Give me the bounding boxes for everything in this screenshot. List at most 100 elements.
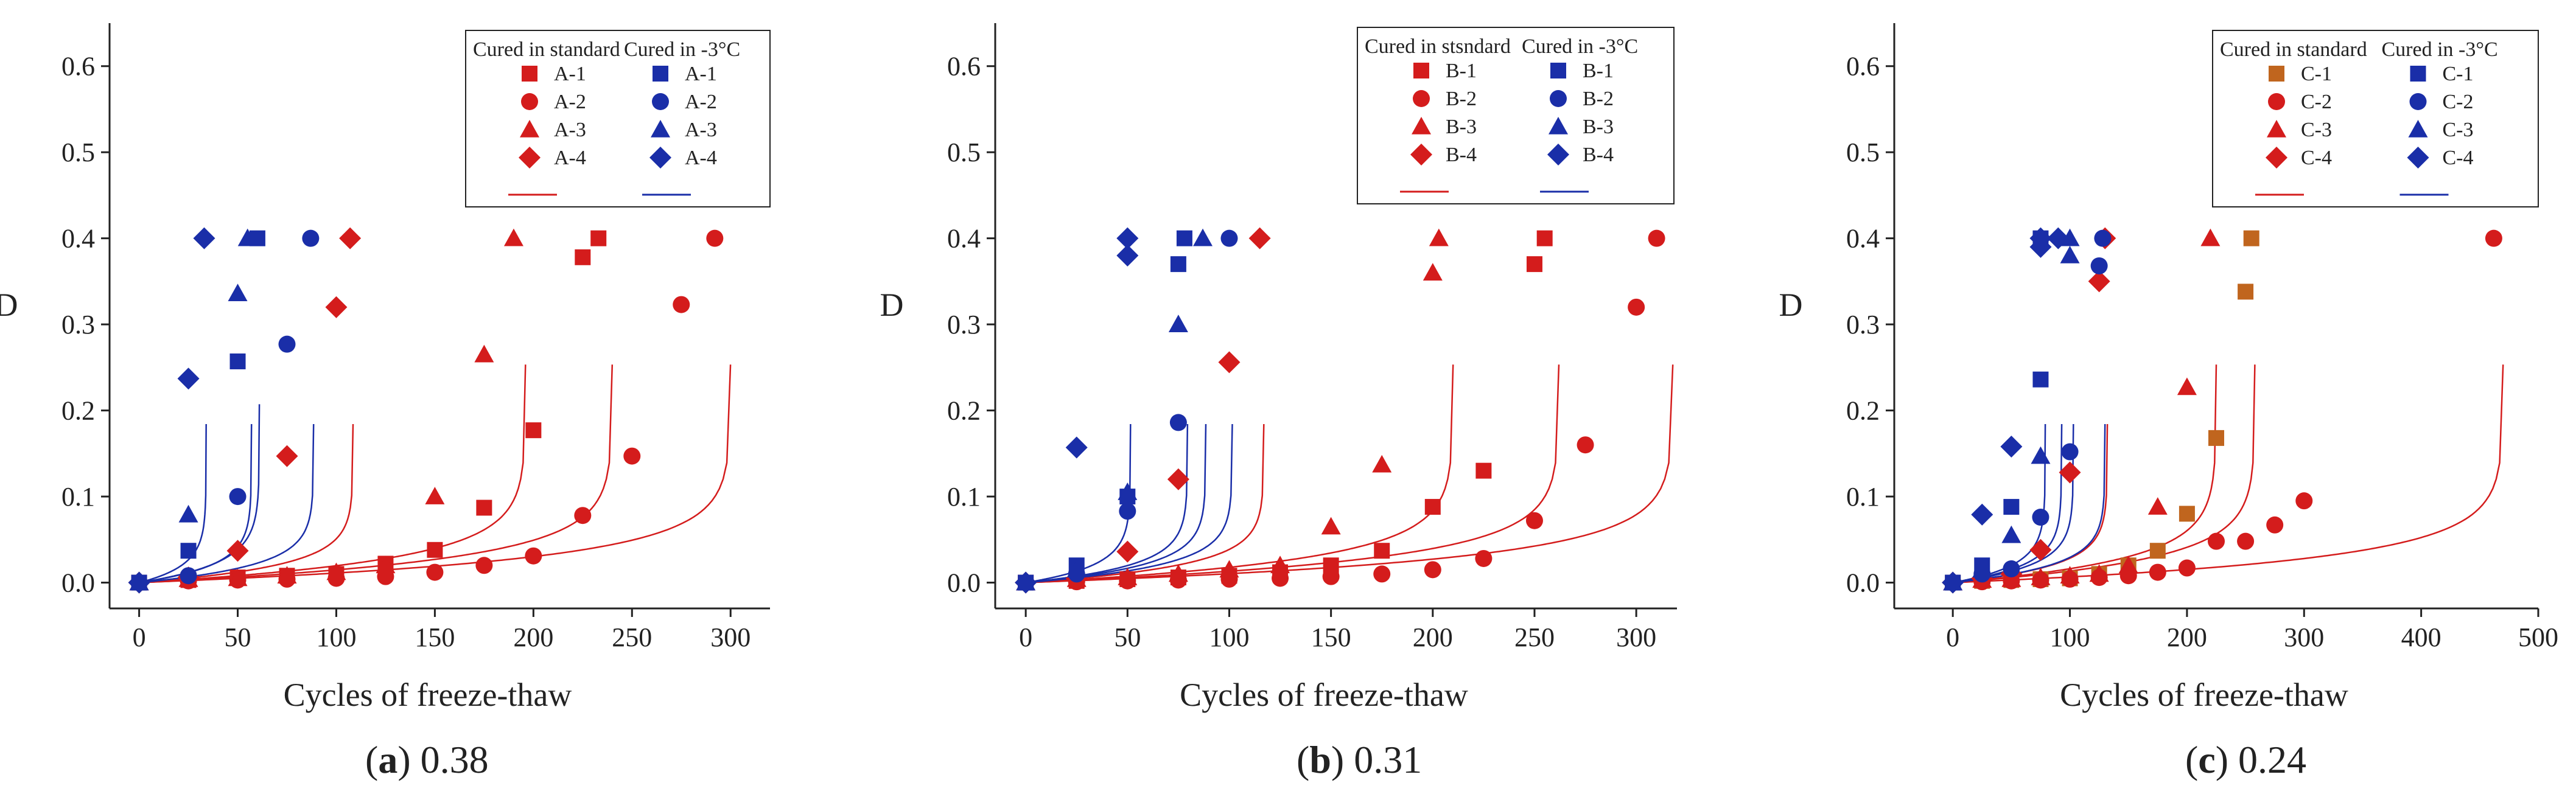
data-point-standard-C-2 — [2485, 229, 2502, 247]
data-point-standard-B-2 — [1424, 561, 1441, 579]
legend-label-standard: C-3 — [2301, 119, 2332, 141]
fit-curve-standard-A-1 — [139, 364, 614, 583]
legend-marker-cold — [2409, 93, 2427, 110]
data-point-cold-C-2 — [2061, 443, 2079, 461]
legend-label-standard: A-2 — [554, 91, 586, 113]
panel-caption: (a) 0.38 — [365, 738, 489, 781]
data-point-standard-A-2 — [475, 557, 493, 574]
legend-marker-standard — [2269, 66, 2284, 82]
data-point-cold-A-3 — [228, 284, 248, 302]
data-point-cold-B-4 — [1116, 244, 1139, 266]
legend-marker-cold — [1547, 144, 1569, 165]
x-tick-label: 300 — [1616, 622, 1656, 652]
data-point-standard-C-2 — [2266, 516, 2284, 534]
data-point-standard-B-4 — [1167, 468, 1189, 490]
legend-label-cold: B-3 — [1583, 116, 1614, 138]
data-point-cold-B-3 — [1066, 560, 1087, 578]
data-point-standard-C-3 — [2060, 566, 2080, 584]
legend-marker-cold — [653, 66, 668, 82]
y-tick-label: 0.4 — [1846, 224, 1880, 254]
legend-label-cold: C-3 — [2443, 119, 2474, 141]
data-point-standard-B-3 — [1270, 556, 1290, 574]
fit-curve-standard-B-4 — [1026, 423, 1265, 583]
data-point-standard-A-2 — [574, 507, 592, 524]
data-point-standard-C-3 — [2177, 377, 2197, 395]
x-tick-label: 0 — [1019, 622, 1032, 652]
data-point-standard-B-2 — [1475, 549, 1493, 567]
legend-header-standard: Cured in stsndard — [1365, 35, 1511, 58]
data-point-cold-C-2 — [2094, 229, 2112, 247]
data-point-cold-C-3 — [2060, 245, 2080, 263]
data-point-cold-A-4 — [128, 571, 150, 594]
data-point-cold-A-4 — [193, 227, 215, 249]
data-point-standard-A-1 — [525, 422, 542, 439]
data-point-standard-C-3 — [2118, 556, 2138, 574]
data-point-standard-A-1 — [575, 249, 591, 265]
data-point-standard-B-2 — [1525, 512, 1543, 529]
data-point-standard-C-1 — [2243, 230, 2259, 246]
data-point-standard-B-3 — [1321, 517, 1341, 535]
data-point-standard-A-3 — [228, 568, 248, 587]
y-tick-label: 0.1 — [61, 482, 95, 512]
data-point-standard-B-1 — [1526, 256, 1542, 273]
legend-marker-cold — [652, 93, 669, 110]
data-point-standard-C-2 — [2208, 532, 2225, 550]
data-point-standard-B-2 — [1322, 568, 1340, 585]
data-point-cold-B-1 — [1170, 256, 1186, 273]
y-tick-label: 0.3 — [947, 310, 981, 340]
data-point-standard-B-3 — [1118, 568, 1138, 585]
data-point-standard-A-2 — [623, 447, 641, 465]
data-point-standard-C-1 — [2149, 543, 2166, 559]
data-point-standard-A-2 — [706, 229, 724, 247]
data-point-cold-B-3 — [1118, 482, 1138, 500]
data-point-standard-B-1 — [1475, 462, 1492, 479]
legend: Cured in stsndard Cured in -3°CB-1 B-1B-2 B… — [1357, 27, 1675, 204]
legend-label-standard: B-1 — [1446, 60, 1477, 82]
data-point-standard-A-1 — [427, 542, 443, 558]
data-point-cold-A-2 — [180, 567, 197, 585]
data-point-standard-A-3 — [474, 344, 494, 363]
data-point-cold-C-4 — [2029, 227, 2052, 249]
legend-label-standard: A-4 — [554, 147, 586, 169]
data-point-standard-B-4 — [1218, 351, 1241, 374]
legend-header-standard: Cured in standard — [473, 38, 620, 61]
data-point-cold-A-4 — [177, 367, 200, 390]
legend-box — [2212, 30, 2539, 207]
data-point-standard-A-3 — [277, 566, 297, 584]
x-axis-label: Cycles of freeze-thaw — [2060, 677, 2348, 713]
legend-marker-standard — [2267, 120, 2286, 138]
data-point-cold-B-3 — [1193, 228, 1213, 246]
x-tick-label: 500 — [2518, 622, 2558, 652]
data-point-cold-A-1 — [180, 543, 197, 559]
data-point-cold-C-4 — [1971, 503, 1993, 526]
x-tick-label: 100 — [2050, 622, 2090, 652]
data-point-cold-B-2 — [1169, 414, 1187, 431]
legend-marker-standard — [2266, 147, 2287, 169]
x-tick-label: 100 — [316, 622, 356, 652]
legend-header-cold: Cured in -3°C — [1522, 35, 1638, 58]
legend-marker-cold — [1549, 117, 1568, 134]
x-tick-label: 50 — [1114, 622, 1141, 652]
data-point-cold-B-4 — [1065, 436, 1088, 459]
legend-label-cold: A-4 — [685, 147, 717, 169]
legend-marker-standard — [1412, 117, 1431, 134]
data-point-cold-C-2 — [2032, 509, 2049, 526]
data-point-cold-A-2 — [229, 488, 247, 506]
y-tick-label: 0.1 — [1846, 482, 1880, 512]
x-tick-label: 50 — [225, 622, 251, 652]
x-tick-label: 0 — [1946, 622, 1959, 652]
y-tick-label: 0.6 — [61, 52, 95, 82]
x-tick-label: 200 — [1413, 622, 1453, 652]
legend-header-standard: Cured in standard — [2220, 38, 2367, 61]
data-point-cold-C-2 — [2090, 257, 2108, 274]
legend-box — [1357, 27, 1675, 204]
y-tick-label: 0.5 — [947, 138, 981, 167]
data-point-standard-C-3 — [2089, 564, 2109, 582]
y-tick-label: 0.2 — [1846, 396, 1880, 426]
data-point-standard-C-3 — [2200, 228, 2221, 246]
fit-curve-cold-A-4 — [139, 423, 207, 583]
data-point-cold-C-1 — [2003, 499, 2020, 515]
legend: Cured in standard Cured in -3°CC-1 C-1C-2 C… — [2212, 30, 2539, 207]
y-tick-label: 0.5 — [61, 138, 95, 167]
